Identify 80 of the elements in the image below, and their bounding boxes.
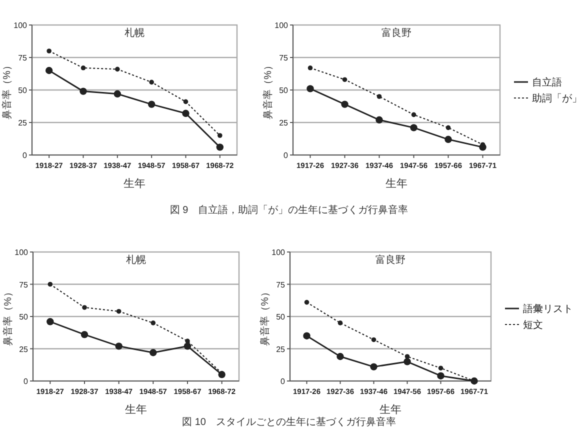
- point: [216, 144, 224, 151]
- chart-title: 札幌: [126, 254, 146, 266]
- point: [404, 358, 411, 366]
- point: [411, 112, 416, 118]
- y-tick-label: 100: [274, 21, 289, 30]
- point: [150, 320, 156, 326]
- point: [149, 80, 154, 85]
- chart-title: 札幌: [124, 27, 144, 39]
- x-axis-title: 生年: [124, 177, 146, 190]
- x-axis-title: 生年: [125, 403, 147, 416]
- y-tick-label: 100: [14, 21, 28, 30]
- point: [437, 372, 444, 380]
- y-tick-label: 0: [24, 377, 29, 386]
- point: [183, 99, 188, 104]
- y-tick-label: 25: [276, 344, 286, 354]
- point: [80, 88, 87, 95]
- y-tick-label: 75: [279, 54, 289, 62]
- chart-title: 富良野: [382, 27, 412, 39]
- point: [341, 100, 348, 108]
- point: [371, 337, 376, 342]
- point: [82, 305, 87, 310]
- point: [184, 342, 192, 350]
- point: [446, 125, 451, 130]
- y-tick-label: 100: [14, 248, 29, 257]
- point: [308, 66, 313, 70]
- point: [336, 352, 344, 360]
- point: [185, 338, 190, 344]
- y-tick-label: 100: [272, 248, 286, 257]
- y-tick-label: 0: [284, 151, 289, 160]
- y-axis-title: 鼻音率（%）: [1, 60, 13, 120]
- y-tick-label: 50: [279, 86, 289, 95]
- point: [304, 300, 310, 305]
- point: [370, 363, 378, 370]
- y-tick-label: 75: [18, 54, 28, 62]
- point: [80, 330, 88, 338]
- y-tick-label: 0: [280, 377, 286, 386]
- point: [218, 133, 222, 138]
- point: [182, 110, 190, 117]
- point: [46, 318, 54, 326]
- point: [338, 320, 343, 326]
- y-tick-label: 25: [18, 118, 28, 128]
- y-axis-title: 鼻音率（%）: [262, 60, 274, 120]
- y-axis-title: 鼻音率（%）: [259, 287, 271, 346]
- point: [150, 349, 157, 356]
- point: [342, 77, 348, 82]
- point: [444, 136, 452, 143]
- point: [303, 332, 310, 340]
- y-tick-label: 0: [22, 151, 28, 160]
- x-axis-title: 生年: [380, 403, 402, 416]
- point: [116, 308, 122, 314]
- caption: 図 10 スタイルごとの生年に基づくガ行鼻音率: [182, 416, 396, 428]
- point: [376, 116, 383, 124]
- y-tick-label: 50: [19, 312, 29, 322]
- point: [115, 342, 122, 350]
- x-axis-title: 生年: [386, 177, 408, 190]
- y-tick-label: 75: [19, 280, 29, 290]
- y-tick-label: 50: [276, 312, 286, 322]
- legend-label: 助詞「が」: [532, 92, 578, 104]
- point: [148, 100, 156, 108]
- y-tick-label: 25: [279, 118, 289, 128]
- point: [115, 66, 120, 72]
- point: [80, 66, 86, 70]
- point: [48, 282, 53, 287]
- legend-label: 短文: [523, 319, 543, 331]
- point: [306, 85, 314, 92]
- y-tick-label: 50: [18, 86, 28, 95]
- legend-label: 自立語: [532, 76, 562, 88]
- chart-title: 富良野: [376, 254, 406, 266]
- point: [376, 94, 382, 99]
- point: [438, 366, 444, 370]
- point: [114, 90, 122, 98]
- point: [45, 66, 53, 74]
- y-tick-label: 75: [276, 280, 286, 290]
- point: [410, 124, 418, 132]
- point: [46, 48, 52, 54]
- y-tick-label: 25: [19, 344, 29, 354]
- legend-label: 語彙リスト: [523, 303, 573, 315]
- y-axis-title: 鼻音率（%）: [2, 287, 14, 346]
- point: [404, 354, 410, 359]
- caption: 図 9 自立語，助詞「が」の生年に基づくガ行鼻音率: [170, 204, 408, 216]
